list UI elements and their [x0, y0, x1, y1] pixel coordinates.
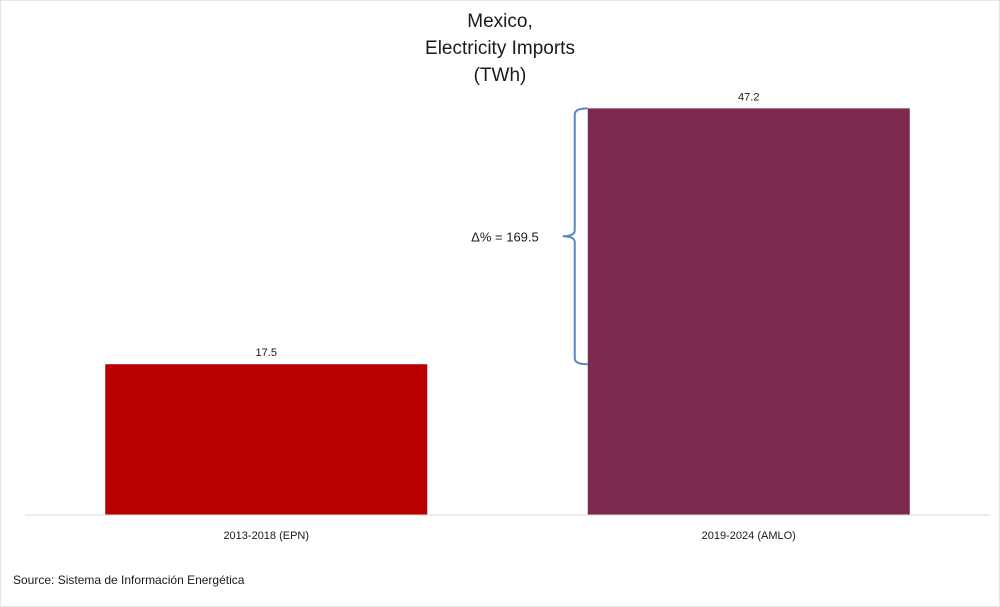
chart-title-line-3: (TWh): [473, 65, 527, 86]
bar-2: [587, 108, 910, 515]
x-tick-label-1: 2013-2018 (EPN): [223, 530, 309, 542]
chart-title-line-1: Mexico,: [467, 11, 533, 32]
bar-1: [105, 364, 428, 515]
chart-title-line-2: Electricity Imports: [425, 38, 575, 59]
data-label-2: 47.2: [738, 91, 759, 103]
x-tick-label-2: 2019-2024 (AMLO): [702, 530, 796, 542]
source-note: Source: Sistema de Información Energétic…: [13, 573, 245, 587]
delta-brace: [562, 107, 588, 366]
data-label-1: 17.5: [256, 347, 277, 359]
chart-title: Mexico, Electricity Imports (TWh): [0, 8, 1000, 89]
delta-annotation: Δ% = 169.5: [471, 229, 539, 244]
